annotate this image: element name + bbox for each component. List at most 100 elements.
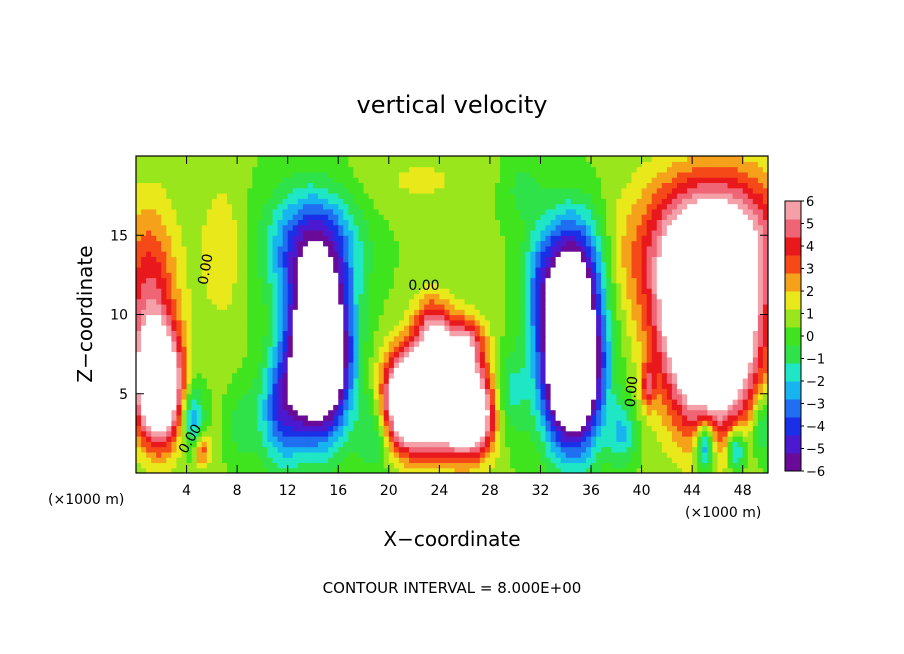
field-cell bbox=[318, 383, 324, 390]
field-cell bbox=[444, 372, 451, 379]
field-cell bbox=[287, 261, 294, 268]
field-cell bbox=[328, 388, 334, 395]
field-cell bbox=[424, 303, 430, 310]
field-cell bbox=[550, 462, 557, 469]
field-cell bbox=[343, 266, 349, 273]
field-cell bbox=[136, 436, 142, 442]
field-cell bbox=[161, 383, 167, 390]
field-cell bbox=[318, 462, 324, 469]
field-cell bbox=[479, 393, 486, 400]
field-cell bbox=[323, 420, 329, 427]
field-cell bbox=[540, 467, 547, 473]
field-cell bbox=[489, 319, 496, 326]
field-cell bbox=[424, 266, 430, 273]
field-cell bbox=[403, 272, 410, 279]
field-cell bbox=[752, 351, 759, 358]
field-cell bbox=[621, 266, 628, 273]
field-cell bbox=[661, 319, 668, 326]
field-cell bbox=[242, 383, 248, 390]
field-cell bbox=[307, 367, 314, 374]
field-cell bbox=[636, 282, 643, 289]
field-cell bbox=[510, 293, 516, 300]
field-cell bbox=[186, 356, 193, 363]
field-cell bbox=[221, 372, 228, 379]
field-cell bbox=[459, 303, 466, 310]
field-cell bbox=[136, 430, 142, 437]
field-cell bbox=[666, 272, 673, 279]
field-cell bbox=[221, 462, 228, 469]
field-cell bbox=[757, 399, 764, 405]
field-cell bbox=[454, 383, 461, 390]
field-cell bbox=[651, 362, 658, 368]
field-cell bbox=[661, 399, 668, 405]
field-cell bbox=[318, 409, 324, 416]
field-cell bbox=[631, 309, 638, 316]
field-cell bbox=[687, 388, 693, 395]
field-cell bbox=[262, 457, 269, 464]
field-cell bbox=[616, 314, 622, 321]
field-cell bbox=[682, 330, 688, 337]
field-cell bbox=[520, 451, 526, 458]
field-cell bbox=[742, 340, 749, 347]
field-cell bbox=[196, 319, 203, 326]
field-cell bbox=[383, 261, 390, 268]
field-cell bbox=[237, 277, 243, 284]
field-cell bbox=[302, 309, 309, 316]
field-cell bbox=[687, 346, 693, 353]
field-cell bbox=[489, 420, 496, 427]
field-cell bbox=[353, 266, 360, 273]
field-cell bbox=[181, 293, 188, 300]
field-cell bbox=[323, 388, 329, 395]
field-cell bbox=[247, 362, 253, 368]
field-cell bbox=[368, 388, 375, 395]
field-cell bbox=[702, 457, 708, 464]
field-cell bbox=[469, 303, 476, 310]
field-cell bbox=[388, 362, 395, 368]
field-cell bbox=[206, 266, 213, 273]
field-cell bbox=[211, 404, 218, 411]
field-cell bbox=[702, 383, 708, 390]
field-cell bbox=[318, 356, 324, 363]
field-cell bbox=[601, 298, 607, 305]
field-cell bbox=[732, 393, 739, 400]
field-cell bbox=[459, 325, 466, 331]
field-cell bbox=[580, 420, 587, 427]
field-cell bbox=[434, 367, 440, 374]
field-cell bbox=[297, 319, 304, 326]
field-cell bbox=[479, 362, 486, 368]
field-cell bbox=[762, 298, 768, 305]
field-cell bbox=[479, 367, 486, 374]
field-cell bbox=[343, 404, 349, 411]
field-cell bbox=[211, 309, 218, 316]
field-cell bbox=[737, 436, 744, 442]
field-cell bbox=[312, 399, 319, 405]
field-cell bbox=[136, 356, 142, 363]
field-cell bbox=[545, 314, 552, 321]
field-cell bbox=[166, 288, 172, 294]
field-cell bbox=[409, 340, 415, 347]
field-cell bbox=[505, 462, 511, 469]
field-cell bbox=[383, 414, 390, 421]
field-cell bbox=[378, 446, 385, 453]
field-cell bbox=[302, 446, 309, 453]
field-cell bbox=[570, 409, 577, 416]
field-cell bbox=[530, 346, 537, 353]
field-cell bbox=[292, 393, 299, 400]
field-cell bbox=[494, 298, 501, 305]
field-cell bbox=[535, 420, 542, 427]
field-cell bbox=[403, 293, 410, 300]
field-cell bbox=[252, 356, 258, 363]
field-cell bbox=[363, 372, 370, 379]
field-cell bbox=[181, 356, 188, 363]
field-cell bbox=[712, 282, 719, 289]
field-cell bbox=[373, 451, 380, 458]
field-cell bbox=[287, 272, 294, 279]
field-cell bbox=[307, 436, 314, 442]
field-cell bbox=[656, 282, 663, 289]
field-cell bbox=[611, 393, 617, 400]
field-cell bbox=[591, 383, 597, 390]
field-cell bbox=[707, 362, 713, 368]
field-cell bbox=[585, 430, 592, 437]
field-cell bbox=[591, 377, 597, 384]
field-cell bbox=[378, 457, 385, 464]
